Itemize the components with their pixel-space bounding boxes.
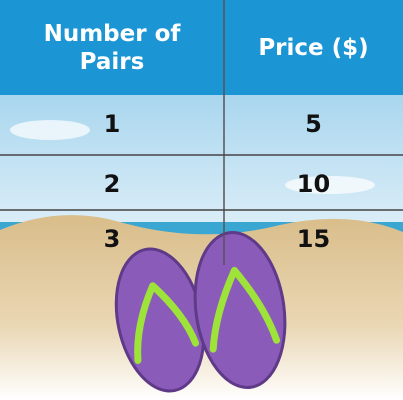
page: Number of PairsPrice ($)15210315 <box>0 0 403 400</box>
table-cell-text: 5 <box>305 110 322 138</box>
table-cell: 1 <box>0 95 224 152</box>
table-cell: 2 <box>0 155 224 212</box>
table-cell-text: 10 <box>297 170 330 198</box>
header-cell-text: Number of Pairs <box>37 20 187 76</box>
table-cell-text: 2 <box>104 170 121 198</box>
table-cell: 3 <box>0 210 224 267</box>
table-cell: 10 <box>224 155 403 212</box>
header-cell: Price ($) <box>224 0 403 95</box>
table-cell: 15 <box>224 210 403 267</box>
table-cell-text: 15 <box>297 225 330 253</box>
header-cell: Number of Pairs <box>0 0 224 95</box>
header-cell-text: Price ($) <box>258 34 368 62</box>
table-cell: 5 <box>224 95 403 152</box>
table-cell-text: 1 <box>104 110 121 138</box>
table-cell-text: 3 <box>104 225 121 253</box>
